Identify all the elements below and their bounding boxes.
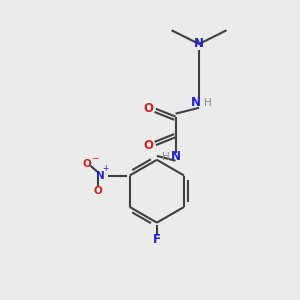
Text: N: N [96,170,105,181]
Text: O: O [94,186,103,196]
Text: +: + [102,164,108,173]
Text: O: O [82,159,91,169]
Text: −: − [91,153,98,162]
Text: N: N [170,150,181,164]
Text: O: O [143,102,153,115]
Text: F: F [153,233,161,246]
Text: H: H [162,152,170,162]
Text: H: H [204,98,212,108]
Text: O: O [143,139,153,152]
Text: N: N [194,38,204,50]
Text: N: N [191,96,201,110]
